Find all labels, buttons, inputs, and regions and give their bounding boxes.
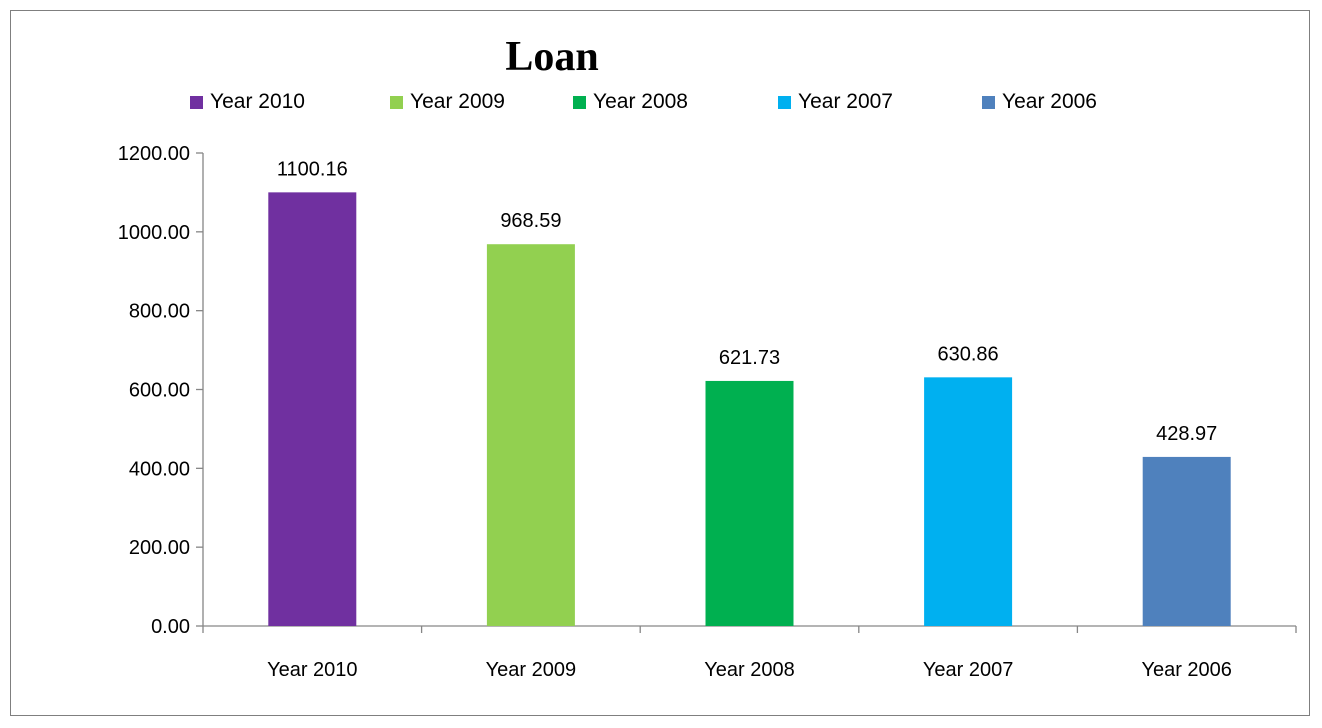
legend-swatch bbox=[573, 95, 586, 109]
bar bbox=[924, 377, 1013, 626]
y-tick-label: 800.00 bbox=[129, 301, 190, 323]
y-tick-label: 1200.00 bbox=[118, 143, 190, 165]
legend-label: Year 2007 bbox=[798, 90, 893, 113]
legend-label: Year 2008 bbox=[593, 90, 688, 113]
bar bbox=[268, 192, 357, 626]
bar bbox=[705, 380, 794, 626]
data-label: 630.86 bbox=[938, 343, 999, 365]
legend-item: Year 2006 bbox=[982, 90, 1097, 114]
data-label: 1100.16 bbox=[277, 158, 348, 180]
x-tick-label: Year 2006 bbox=[1141, 659, 1231, 681]
legend-item: Year 2007 bbox=[778, 90, 893, 114]
data-label: 428.97 bbox=[1156, 423, 1217, 445]
y-tick-label: 400.00 bbox=[129, 458, 190, 480]
legend-item: Year 2008 bbox=[573, 90, 688, 114]
legend-swatch bbox=[390, 95, 403, 109]
chart-frame bbox=[10, 10, 1310, 716]
legend-item: Year 2009 bbox=[390, 90, 505, 114]
chart-title: Loan bbox=[505, 34, 599, 80]
legend: Year 2010 Year 2009 Year 2008 Year 2007 Year… bbox=[0, 90, 1322, 120]
y-tick-label: 1000.00 bbox=[118, 222, 190, 244]
data-label: 968.59 bbox=[500, 210, 561, 232]
x-tick-label: Year 2008 bbox=[704, 659, 794, 681]
legend-label: Year 2006 bbox=[1002, 90, 1097, 113]
y-tick-label: 0.00 bbox=[151, 616, 190, 638]
legend-swatch bbox=[982, 95, 995, 109]
x-tick-label: Year 2010 bbox=[267, 659, 357, 681]
legend-swatch bbox=[778, 95, 791, 109]
y-tick-label: 200.00 bbox=[129, 537, 190, 559]
legend-label: Year 2009 bbox=[410, 90, 505, 113]
bar bbox=[486, 244, 575, 626]
data-label: 621.73 bbox=[719, 347, 780, 369]
bar bbox=[1142, 456, 1231, 626]
x-tick-label: Year 2009 bbox=[486, 659, 576, 681]
x-tick-label: Year 2007 bbox=[923, 659, 1013, 681]
legend-label: Year 2010 bbox=[210, 90, 305, 113]
y-tick-label: 600.00 bbox=[129, 380, 190, 402]
legend-swatch bbox=[190, 95, 203, 109]
legend-item: Year 2010 bbox=[190, 90, 305, 114]
